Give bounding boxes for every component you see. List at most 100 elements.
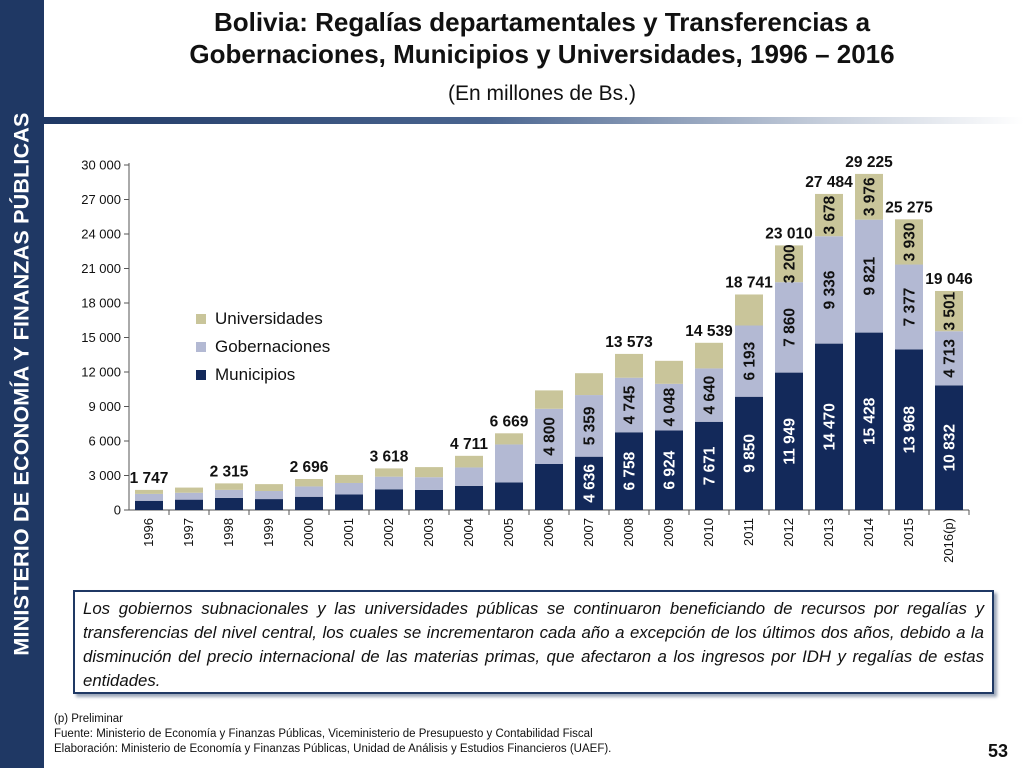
y-tick-label: 3 000 <box>88 468 121 483</box>
total-label: 2 696 <box>290 459 329 476</box>
bar-segment-municipios <box>295 496 323 510</box>
bar-segment-gobernaciones <box>935 331 963 386</box>
bar-segment-universidades <box>615 353 643 378</box>
bar-segment-municipios <box>775 372 803 510</box>
bar-segment-municipios <box>375 489 403 510</box>
y-tick-label: 9 000 <box>88 399 121 414</box>
bar-segment-universidades <box>695 342 723 369</box>
total-label: 29 225 <box>845 154 893 171</box>
bar-segment-universidades <box>415 467 443 478</box>
bar-segment-municipios <box>495 482 523 510</box>
bar-segment-universidades <box>895 219 923 265</box>
bar-segment-municipios <box>255 499 283 510</box>
category-label: 2008 <box>621 518 636 547</box>
legend-swatch-gobernaciones <box>196 342 206 352</box>
total-label: 18 741 <box>725 274 773 291</box>
bar-segment-gobernaciones <box>335 482 363 495</box>
total-label: 4 711 <box>450 436 488 453</box>
category-label: 1998 <box>221 518 236 547</box>
bar-segment-gobernaciones <box>535 408 563 464</box>
bar-segment-gobernaciones <box>255 491 283 500</box>
y-tick-label: 6 000 <box>88 434 121 449</box>
bar-segment-municipios <box>815 343 843 510</box>
total-label: 25 275 <box>885 199 933 216</box>
footnote-elaboracion: Elaboración: Ministerio de Economía y Fi… <box>54 743 612 755</box>
y-tick-label: 27 000 <box>81 192 121 207</box>
bar-segment-gobernaciones <box>375 476 403 490</box>
legend-swatch-universidades <box>196 314 206 324</box>
bar-segment-municipios <box>855 332 883 510</box>
category-label: 2011 <box>741 518 756 546</box>
total-label: 27 484 <box>805 174 853 191</box>
total-label: 1 747 <box>130 470 169 487</box>
bar-segment-municipios <box>655 430 683 510</box>
bar-segment-universidades <box>775 245 803 283</box>
segment-value-label: 9 850 <box>742 434 759 473</box>
segment-value-label: 6 758 <box>622 451 639 490</box>
category-label: 2003 <box>421 518 436 547</box>
footnote-preliminar: (p) Preliminar <box>54 713 124 725</box>
bar-segment-municipios <box>895 349 923 510</box>
segment-value-label: 7 671 <box>702 446 719 485</box>
segment-value-label: 6 193 <box>742 341 759 380</box>
bar-segment-universidades <box>575 373 603 396</box>
bar-segment-municipios <box>575 456 603 510</box>
category-label: 2015 <box>901 518 916 547</box>
y-tick-label: 24 000 <box>81 227 121 242</box>
bar-segment-gobernaciones <box>175 492 203 500</box>
bar-segment-gobernaciones <box>295 486 323 497</box>
bar-segment-universidades <box>455 455 483 468</box>
bar-segment-municipios <box>175 499 203 510</box>
title-line-1: Bolivia: Regalías departamentales y Tran… <box>213 7 871 37</box>
category-label: 2012 <box>781 518 796 547</box>
legend-label-universidades: Universidades <box>215 309 323 328</box>
ministry-label: MINISTERIO DE ECONOMÍA Y FINANZAS PÚBLIC… <box>9 112 34 656</box>
total-label: 19 046 <box>925 271 973 288</box>
y-tick-label: 15 000 <box>81 330 121 345</box>
bar-segment-municipios <box>215 497 243 510</box>
category-label: 2014 <box>861 518 876 547</box>
bar-segment-universidades <box>335 474 363 483</box>
bar-segment-universidades <box>255 484 283 492</box>
y-tick-label: 0 <box>114 503 121 518</box>
bar-segment-municipios <box>455 485 483 510</box>
segment-value-label: 9 821 <box>862 256 879 295</box>
bar-segment-universidades <box>215 483 243 490</box>
segment-value-label: 4 640 <box>702 376 719 415</box>
total-label: 14 539 <box>685 323 733 340</box>
segment-value-label: 5 359 <box>582 406 599 445</box>
y-tick-label: 30 000 <box>81 158 121 173</box>
bar-segment-universidades <box>855 173 883 220</box>
segment-value-label: 11 949 <box>782 418 799 465</box>
bar-segment-municipios <box>935 385 963 510</box>
y-tick-label: 12 000 <box>81 365 121 380</box>
category-label: 2005 <box>501 518 516 547</box>
bar-segment-gobernaciones <box>135 493 163 501</box>
segment-value-label: 9 336 <box>822 270 839 309</box>
bar-segment-municipios <box>535 464 563 510</box>
segment-value-label: 4 713 <box>942 339 959 378</box>
segment-value-label: 3 976 <box>862 177 879 216</box>
legend-label-gobernaciones: Gobernaciones <box>215 337 330 356</box>
total-label: 3 618 <box>370 448 409 465</box>
segment-value-label: 4 048 <box>662 387 679 426</box>
page-number: 53 <box>987 741 1008 761</box>
title-divider <box>44 117 1024 124</box>
category-label: 2001 <box>341 518 356 547</box>
page-subtitle: (En millones de Bs.) <box>448 82 636 105</box>
category-label: 1996 <box>141 518 156 547</box>
segment-value-label: 6 924 <box>662 450 679 489</box>
segment-value-label: 7 377 <box>902 288 919 327</box>
legend-swatch-municipios <box>196 370 206 380</box>
segment-value-label: 4 800 <box>542 417 559 456</box>
title-line-2: Gobernaciones, Municipios y Universidade… <box>189 39 895 69</box>
category-label: 2000 <box>301 518 316 547</box>
footnotes: (p) Preliminar Fuente: Ministerio de Eco… <box>54 712 611 757</box>
category-label: 2010 <box>701 518 716 547</box>
bar-segment-gobernaciones <box>815 236 843 344</box>
summary-note: Los gobiernos subnacionales y las univer… <box>73 590 994 694</box>
category-label: 2007 <box>581 518 596 547</box>
stacked-bar-chart: 0 3 000 6 000 9 000 12 000 15 000 18 000 21 000… <box>81 154 973 563</box>
y-tick-label: 18 000 <box>81 296 121 311</box>
segment-value-label: 3 930 <box>902 223 919 262</box>
